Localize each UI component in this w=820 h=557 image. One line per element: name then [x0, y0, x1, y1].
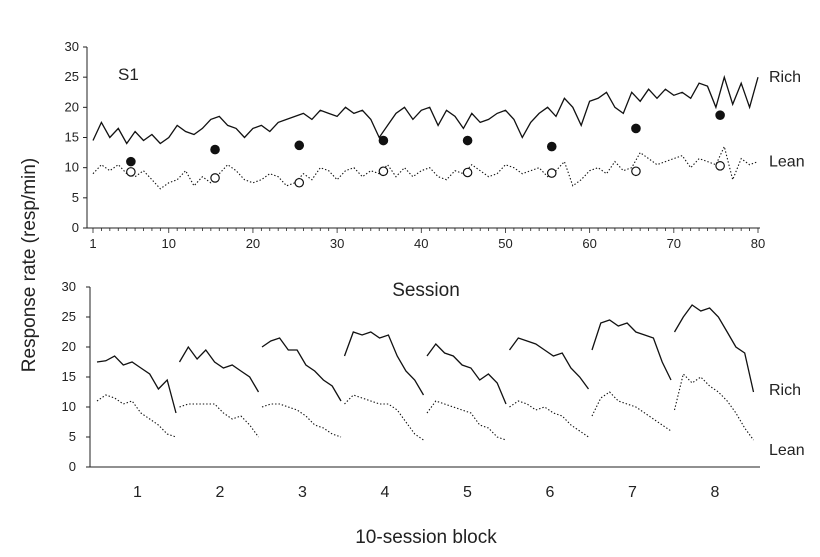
series-line-lean-block-8 — [673, 372, 754, 441]
x-tick-label: 60 — [582, 236, 596, 251]
panel-label: S1 — [118, 65, 139, 84]
lean-mean-point — [631, 166, 641, 177]
lean-mean-point — [462, 167, 473, 178]
series-label-rich: Rich — [769, 69, 801, 86]
rich-mean-point — [546, 141, 557, 152]
y-tick-label: 25 — [65, 69, 79, 84]
series-line-rich-block-8 — [673, 304, 755, 393]
series-line-lean-block-6 — [509, 400, 589, 438]
y-tick-label: 20 — [62, 339, 76, 354]
block-label: 5 — [463, 484, 472, 501]
rich-mean-point — [378, 135, 389, 146]
lean-mean-point — [546, 168, 557, 178]
series-line-rich-block-6 — [508, 337, 590, 390]
x-axis-title: 10-session block — [355, 527, 497, 548]
lean-mean-point — [210, 173, 220, 183]
series-line-lean-block-7 — [591, 391, 672, 432]
series-line-rich-block-5 — [426, 342, 507, 405]
rich-mean-point — [126, 156, 136, 167]
series-line-rich-block-4 — [343, 331, 425, 396]
series-line-lean-block-5 — [426, 400, 507, 441]
series-line-rich-block-2 — [178, 345, 260, 393]
y-tick-label: 15 — [65, 130, 79, 145]
rich-mean-point — [715, 110, 725, 120]
series-line-lean — [92, 144, 759, 190]
x-tick-label: 80 — [751, 236, 765, 251]
series-line-lean-block-3 — [261, 403, 342, 438]
y-tick-label: 20 — [65, 99, 79, 114]
bottom-panel: 0 5 10 15 20 25 30 1 2 3 4 5 6 7 8 Rich Lean 10-session b… — [62, 279, 805, 548]
lean-mean-point — [126, 167, 136, 177]
top-panel: 0 5 10 15 20 25 30 1 10 20 30 40 50 60 70 80 Rich Lean S1 S… — [65, 39, 805, 301]
block-label: 4 — [381, 484, 390, 501]
x-tick-label: 70 — [667, 236, 681, 251]
y-tick-label: 30 — [65, 39, 79, 54]
x-tick-label: 50 — [498, 236, 512, 251]
y-tick-label: 5 — [69, 429, 76, 444]
y-tick-label: 0 — [72, 220, 79, 235]
series-label-lean: Lean — [769, 154, 805, 171]
x-tick-label: 30 — [330, 236, 344, 251]
lean-mean-point — [715, 161, 725, 171]
y-tick-label: 25 — [62, 309, 76, 324]
rich-mean-point — [631, 123, 641, 134]
rich-mean-point — [462, 135, 473, 146]
block-label: 3 — [298, 484, 307, 501]
series-line-rich-block-3 — [261, 337, 342, 402]
block-label: 2 — [216, 484, 225, 501]
rich-mean-point — [210, 144, 220, 155]
series-line-rich — [92, 74, 759, 145]
x-tick-label: 1 — [89, 236, 96, 251]
series-line-rich-block-1 — [96, 355, 177, 414]
lean-mean-point — [294, 177, 305, 188]
series-line-lean-block-1 — [96, 394, 177, 438]
series-line-rich-block-7 — [591, 319, 672, 381]
x-tick-label: 40 — [414, 236, 428, 251]
x-tick-label: 10 — [162, 236, 176, 251]
x-axis-title: Session — [392, 280, 460, 301]
block-label: 8 — [711, 484, 720, 501]
y-tick-label: 10 — [62, 399, 76, 414]
y-tick-label: 10 — [65, 160, 79, 175]
series-line-lean-block-4 — [344, 394, 424, 441]
series-label-lean: Lean — [769, 442, 805, 459]
x-tick-label: 20 — [246, 236, 260, 251]
y-tick-label: 0 — [69, 459, 76, 474]
series-line-lean-block-2 — [179, 403, 259, 438]
block-label: 1 — [133, 484, 142, 501]
series-label-rich: Rich — [769, 382, 801, 399]
y-tick-label: 5 — [72, 190, 79, 205]
rich-mean-point — [294, 140, 305, 151]
y-axis-title: Response rate (resp/min) — [19, 158, 40, 372]
block-label: 6 — [546, 484, 555, 501]
lean-mean-point — [378, 166, 389, 177]
y-tick-label: 15 — [62, 369, 76, 384]
block-label: 7 — [628, 484, 637, 501]
y-tick-label: 30 — [62, 279, 76, 294]
